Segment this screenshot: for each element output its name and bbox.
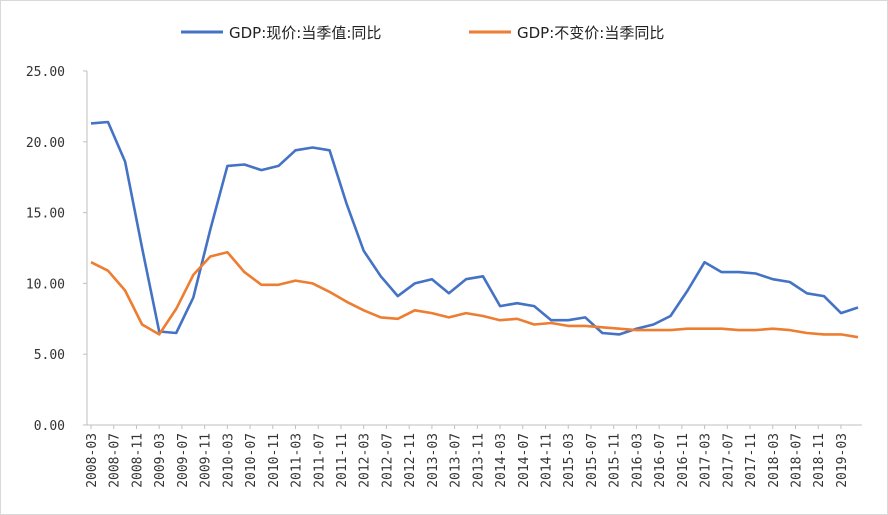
series-lines <box>90 120 859 339</box>
x-tick-label: 2008-03 <box>85 433 100 488</box>
x-tick-label: 2014-11 <box>540 433 555 488</box>
x-tick-label: 2016-11 <box>676 433 691 488</box>
x-tick-label: 2019-03 <box>835 433 850 488</box>
y-tick-label: 20.00 <box>26 136 65 151</box>
x-tick-label: 2012-11 <box>403 433 418 488</box>
x-tick-label: 2017-03 <box>699 433 714 488</box>
x-tick-label: 2008-11 <box>130 433 145 488</box>
series-line-real <box>90 250 859 339</box>
x-tick-label: 2009-03 <box>153 433 168 488</box>
x-tick-label: 2016-07 <box>653 433 668 488</box>
y-tick-label: 15.00 <box>26 207 65 222</box>
y-tick-label: 5.00 <box>34 348 65 363</box>
x-tick-label: 2018-07 <box>790 433 805 488</box>
y-tick-label: 0.00 <box>34 419 65 434</box>
x-tick-label: 2015-03 <box>562 433 577 488</box>
x-tick-label: 2011-07 <box>312 433 327 488</box>
x-tick-label: 2010-07 <box>244 433 259 488</box>
y-tick-label: 25.00 <box>26 65 65 80</box>
x-tick-label: 2017-11 <box>744 433 759 488</box>
x-tick-label: 2012-03 <box>358 433 373 488</box>
legend: GDP:现价:当季值:同比 GDP:不变价:当季同比 <box>181 24 664 42</box>
legend-label-nominal: GDP:现价:当季值:同比 <box>229 24 381 42</box>
x-tick-label: 2018-03 <box>767 433 782 488</box>
x-tick-label: 2016-03 <box>630 433 645 488</box>
x-tick-label: 2013-11 <box>471 433 486 488</box>
x-tick-label: 2012-07 <box>380 433 395 488</box>
x-tick-label: 2015-07 <box>585 433 600 488</box>
x-axis-ticks: 2008-03 2008-07 2008-11 2009-03 2009-07 2009-… <box>85 425 850 488</box>
x-tick-label: 2017-07 <box>721 433 736 488</box>
x-tick-label: 2014-03 <box>494 433 509 488</box>
x-tick-label: 2010-11 <box>267 433 282 488</box>
x-tick-label: 2014-07 <box>517 433 532 488</box>
x-tick-label: 2013-03 <box>426 433 441 488</box>
x-tick-label: 2011-11 <box>335 433 350 488</box>
x-tick-label: 2008-07 <box>108 433 123 488</box>
y-tick-label: 10.00 <box>26 277 65 292</box>
y-axis-ticks: 0.00 5.00 10.00 15.00 20.00 25.00 <box>26 65 87 434</box>
x-tick-label: 2009-11 <box>199 433 214 488</box>
series-line-nominal <box>90 120 859 336</box>
x-tick-label: 2009-07 <box>176 433 191 488</box>
x-tick-label: 2018-11 <box>812 433 827 488</box>
x-tick-label: 2013-07 <box>449 433 464 488</box>
x-tick-label: 2015-11 <box>608 433 623 488</box>
legend-label-real: GDP:不变价:当季同比 <box>517 24 664 42</box>
x-tick-label: 2010-03 <box>221 433 236 488</box>
x-tick-label: 2011-03 <box>290 433 305 488</box>
